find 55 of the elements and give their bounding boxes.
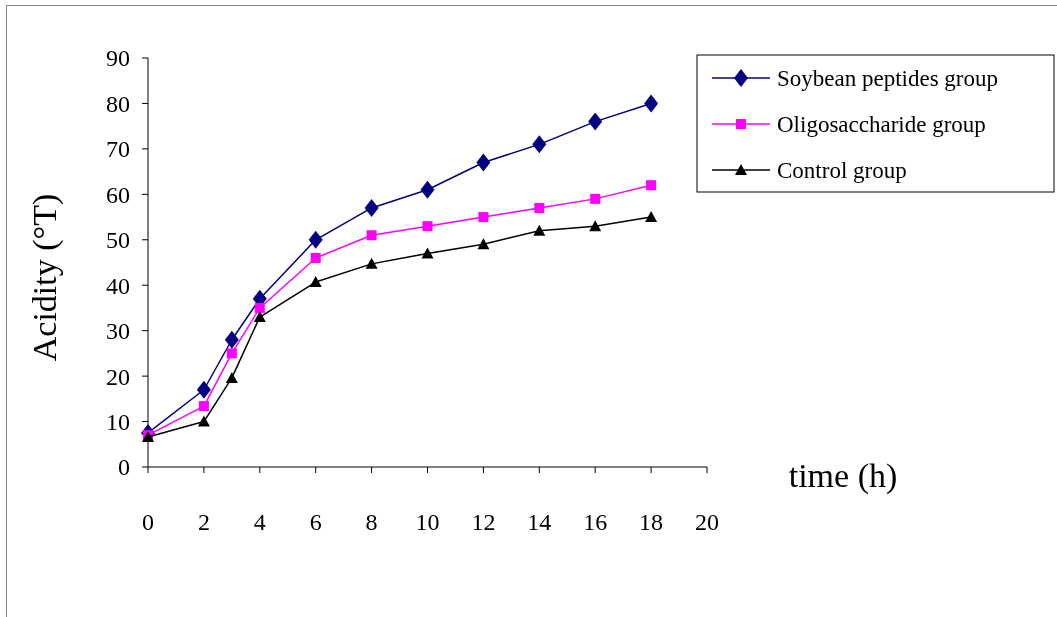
x-tick-label: 18: [639, 509, 664, 535]
x-tick-label: 0: [142, 509, 154, 535]
point: [644, 94, 659, 113]
point: [421, 247, 434, 259]
point: [254, 302, 265, 313]
point: [365, 257, 378, 269]
point: [225, 371, 238, 383]
y-tick-label: 60: [106, 181, 130, 208]
y-tick-label: 30: [106, 318, 130, 345]
point: [224, 330, 239, 349]
x-tick-label: 2: [197, 509, 210, 535]
point: [308, 230, 323, 249]
point: [253, 311, 266, 323]
y-tick-label: 0: [118, 454, 130, 481]
point: [478, 212, 489, 223]
x-tick-label: 14: [527, 509, 552, 535]
point: [533, 224, 546, 236]
point: [422, 221, 433, 232]
legend-label: Control group: [777, 158, 907, 184]
point: [589, 220, 602, 232]
x-axis-title: time (h): [788, 457, 898, 495]
y-tick-label: 20: [106, 363, 130, 390]
point: [196, 380, 211, 399]
legend-label: Soybean peptides group: [777, 66, 999, 92]
x-tick-label: 6: [309, 509, 322, 535]
y-tick-label: 70: [106, 136, 130, 163]
y-tick-label: 90: [106, 45, 130, 72]
y-tick-label: 10: [106, 408, 130, 435]
point: [476, 153, 491, 172]
point: [588, 112, 603, 131]
x-tick-label: 12: [471, 509, 496, 535]
point: [310, 252, 321, 263]
point: [309, 276, 322, 288]
point: [197, 415, 210, 427]
point: [366, 230, 377, 241]
y-tick-label: 50: [106, 227, 130, 254]
x-tick-label: 16: [583, 509, 608, 535]
x-tick-label: 4: [253, 509, 266, 535]
point: [198, 401, 209, 412]
point: [226, 348, 237, 359]
x-tick-label: 10: [415, 509, 440, 535]
point: [646, 180, 657, 191]
point: [645, 211, 658, 223]
point: [477, 238, 490, 250]
point: [420, 180, 435, 199]
point: [590, 193, 601, 204]
point: [532, 135, 547, 154]
y-tick-label: 80: [106, 90, 130, 117]
point: [364, 198, 379, 217]
y-axis-title: Acidity (°T): [26, 193, 64, 362]
legend-label: Oligosaccharide group: [777, 112, 986, 138]
x-tick-label: 8: [365, 509, 378, 535]
point: [534, 202, 545, 213]
x-tick-label: 20: [695, 509, 719, 535]
y-tick-label: 40: [106, 272, 130, 299]
